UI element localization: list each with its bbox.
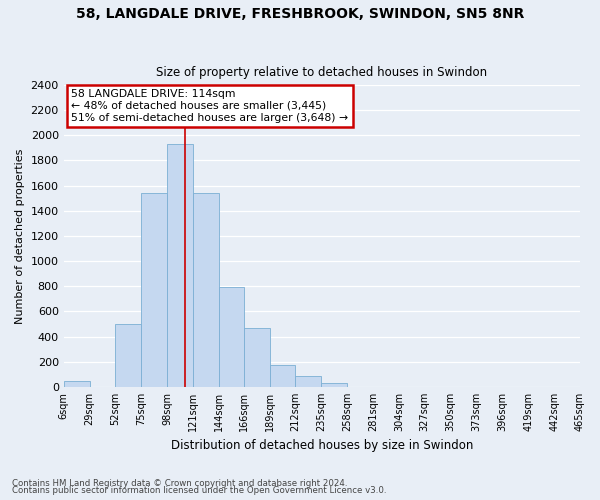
Y-axis label: Number of detached properties: Number of detached properties <box>15 148 25 324</box>
Bar <box>167 144 193 387</box>
Bar <box>115 324 141 387</box>
Text: Contains HM Land Registry data © Crown copyright and database right 2024.: Contains HM Land Registry data © Crown c… <box>12 478 347 488</box>
Text: 58, LANGDALE DRIVE, FRESHBROOK, SWINDON, SN5 8NR: 58, LANGDALE DRIVE, FRESHBROOK, SWINDON,… <box>76 8 524 22</box>
Title: Size of property relative to detached houses in Swindon: Size of property relative to detached ho… <box>156 66 487 80</box>
X-axis label: Distribution of detached houses by size in Swindon: Distribution of detached houses by size … <box>170 440 473 452</box>
Bar <box>64 380 89 387</box>
Bar <box>269 365 295 387</box>
Text: Contains public sector information licensed under the Open Government Licence v3: Contains public sector information licen… <box>12 486 386 495</box>
Bar <box>219 288 244 387</box>
Bar <box>193 193 219 387</box>
Bar <box>141 193 167 387</box>
Bar <box>244 328 269 387</box>
Bar <box>321 383 347 387</box>
Bar <box>295 376 321 387</box>
Text: 58 LANGDALE DRIVE: 114sqm
← 48% of detached houses are smaller (3,445)
51% of se: 58 LANGDALE DRIVE: 114sqm ← 48% of detac… <box>71 90 349 122</box>
